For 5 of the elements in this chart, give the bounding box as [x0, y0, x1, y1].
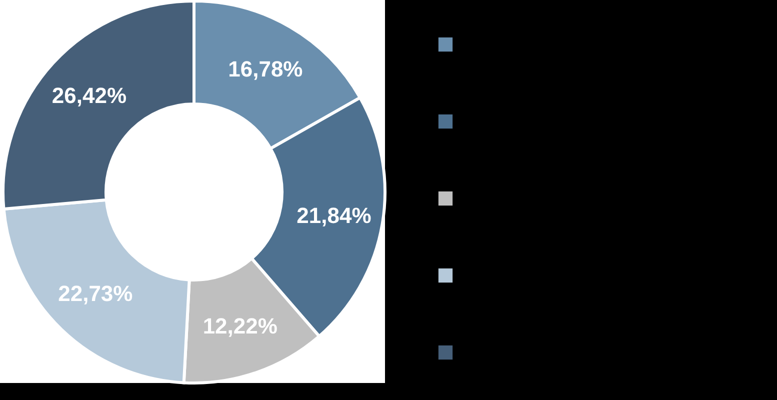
data-label: 16,78% [228, 56, 303, 82]
data-label: 22,73% [58, 281, 133, 306]
data-label: 21,84% [296, 203, 372, 228]
data-label: 12,22% [202, 313, 278, 338]
data-label: 26,42% [52, 83, 127, 108]
